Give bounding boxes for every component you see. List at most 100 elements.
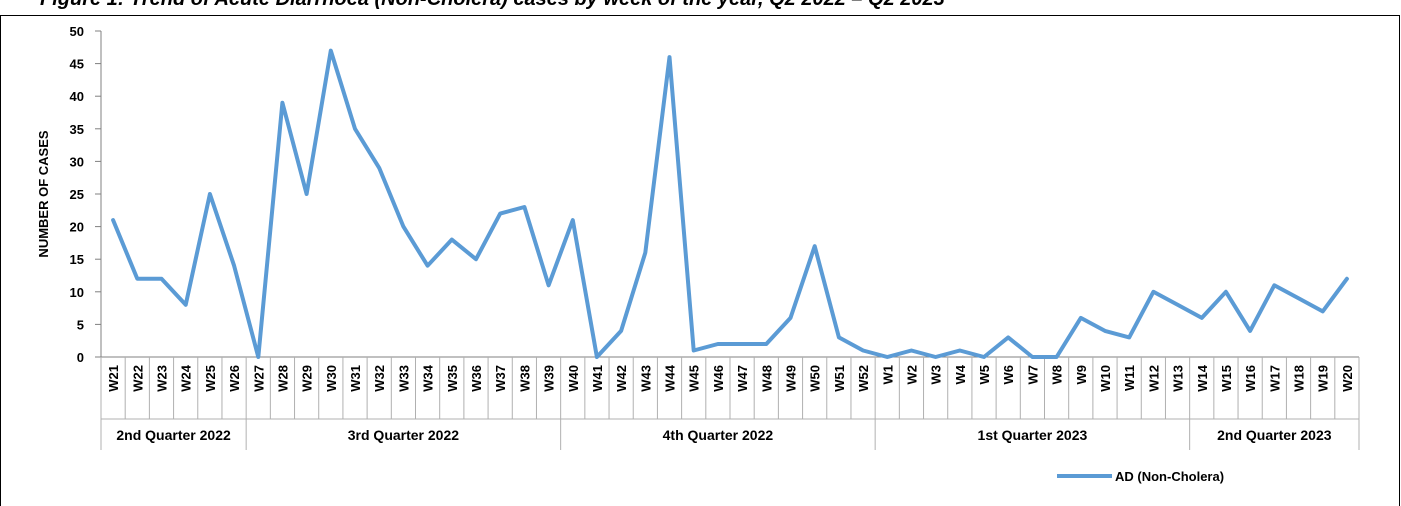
x-tick-label: W31: [348, 365, 363, 392]
data-point: W14: 6: [1200, 316, 1204, 320]
x-tick-label: W11: [1122, 365, 1137, 391]
data-point: W44: 46: [668, 55, 672, 59]
data-point: W19: 7: [1321, 309, 1325, 313]
data-point: W42: 4: [619, 329, 623, 333]
x-tick-label: W26: [227, 365, 242, 392]
data-point: W40: 21: [571, 218, 575, 222]
data-point: W48: 2: [764, 342, 768, 346]
x-tick-label: W38: [517, 365, 532, 392]
data-point: W1: 0: [885, 355, 889, 359]
data-point: W15: 10: [1224, 290, 1228, 294]
data-point: W39: 11: [547, 283, 551, 287]
y-tick-label: 0: [77, 350, 84, 365]
data-point: W37: 22: [498, 212, 502, 216]
data-point: W20: 12: [1345, 277, 1349, 281]
y-tick-label: 30: [70, 154, 84, 169]
data-point: W12: 10: [1151, 290, 1155, 294]
data-point: W51: 3: [837, 335, 841, 339]
data-point: W52: 1: [861, 348, 865, 352]
y-tick-label: 35: [70, 122, 84, 137]
x-tick-label: W1: [880, 365, 895, 385]
x-tick-label: W45: [687, 365, 702, 392]
legend-label: AD (Non-Cholera): [1115, 469, 1224, 484]
x-tick-label: W40: [566, 365, 581, 392]
x-tick-label: W50: [808, 365, 823, 392]
data-point: W32: 29: [377, 166, 381, 170]
x-tick-label: W46: [711, 365, 726, 392]
x-tick-label: W5: [977, 365, 992, 385]
x-tick-label: W10: [1098, 365, 1113, 392]
y-axis: 0 5 10 15 20 25 30 35 40 45 50: [70, 24, 102, 365]
x-tick-label: W19: [1316, 365, 1331, 392]
x-tick-label: W8: [1050, 365, 1065, 385]
data-point: W29: 25: [305, 192, 309, 196]
x-tick-label: W7: [1025, 365, 1040, 385]
x-tick-label: W35: [445, 365, 460, 392]
data-point: W10: 4: [1103, 329, 1107, 333]
x-tick-label: W14: [1195, 364, 1210, 392]
data-point: W27: 0: [256, 355, 260, 359]
data-point: W36: 15: [474, 257, 478, 261]
data-point: W30: 47: [329, 49, 333, 53]
x-tick-label: W6: [1001, 365, 1016, 385]
data-point: W26: 14: [232, 264, 236, 268]
data-point: W9: 6: [1079, 316, 1083, 320]
x-tick-label: W20: [1340, 365, 1355, 392]
quarter-group-label: 2nd Quarter 2023: [1217, 427, 1332, 443]
data-point: W38: 23: [522, 205, 526, 209]
x-tick-label: W25: [203, 365, 218, 392]
x-tick-label: W27: [251, 365, 266, 392]
y-axis-title: NUMBER OF CASES: [36, 130, 51, 257]
x-tick-label: W37: [493, 365, 508, 392]
x-tick-label: W16: [1243, 365, 1258, 392]
y-tick-label: 10: [70, 285, 84, 300]
data-point: W4: 1: [958, 348, 962, 352]
figure-caption-text: Figure 1: Trend of Acute Diarrhoea (Non-…: [40, 0, 945, 11]
x-axis: W21 W22 W23 W24 W25 W26 W27 W28 W29 W30 W31 W32 W33 W…: [100, 356, 1360, 419]
data-point: W16: 4: [1248, 329, 1252, 333]
x-tick-label: W42: [614, 365, 629, 392]
data-point: W33: 20: [401, 225, 405, 229]
x-tick-label: W29: [300, 365, 315, 392]
x-tick-label: W3: [929, 365, 944, 385]
x-tick-label: W12: [1146, 365, 1161, 392]
data-point: W47: 2: [740, 342, 744, 346]
y-tick-label: 40: [70, 89, 84, 104]
data-point: W50: 17: [813, 244, 817, 248]
x-tick-label: W23: [154, 365, 169, 392]
data-point: W35: 18: [450, 238, 454, 242]
data-point: W21: 21: [111, 218, 115, 222]
y-tick-label: 15: [70, 252, 84, 267]
x-tick-label: W13: [1171, 365, 1186, 392]
x-tick-label: W15: [1219, 365, 1234, 392]
x-tick-label: W41: [590, 365, 605, 392]
figure-caption-fragment: Figure 1: Trend of Acute Diarrhoea (Non-…: [0, 0, 1401, 16]
data-point: W28: 39: [280, 101, 284, 105]
x-tick-label: W48: [759, 365, 774, 392]
x-tick-label: W43: [638, 365, 653, 392]
quarter-group-label: 4th Quarter 2022: [663, 427, 774, 443]
quarter-group-label: 2nd Quarter 2022: [116, 427, 231, 443]
y-tick-label: 5: [77, 317, 84, 332]
x-tick-label: W18: [1292, 365, 1307, 392]
quarter-groups: 2nd Quarter 2022 3rd Quarter 2022 4th Quar…: [100, 418, 1360, 450]
data-point: W17: 11: [1272, 283, 1276, 287]
data-point: W49: 6: [788, 316, 792, 320]
data-point: W3: 0: [934, 355, 938, 359]
quarter-group-label: 1st Quarter 2023: [978, 427, 1088, 443]
x-tick-label: W39: [542, 365, 557, 392]
x-tick-label: W47: [735, 365, 750, 392]
x-tick-label: W32: [372, 365, 387, 392]
x-tick-label: W21: [106, 365, 121, 392]
quarter-group-label: 3rd Quarter 2022: [348, 427, 459, 443]
data-point: W6: 3: [1006, 335, 1010, 339]
legend: AD (Non-Cholera): [1057, 469, 1224, 484]
x-tick-label: W44: [663, 364, 678, 392]
y-tick-label: 50: [70, 24, 84, 39]
data-point: W25: 25: [208, 192, 212, 196]
x-tick-label: W17: [1267, 365, 1282, 392]
data-point: W8: 0: [1055, 355, 1059, 359]
data-point: W24: 8: [184, 303, 188, 307]
y-tick-label: 45: [70, 57, 84, 72]
